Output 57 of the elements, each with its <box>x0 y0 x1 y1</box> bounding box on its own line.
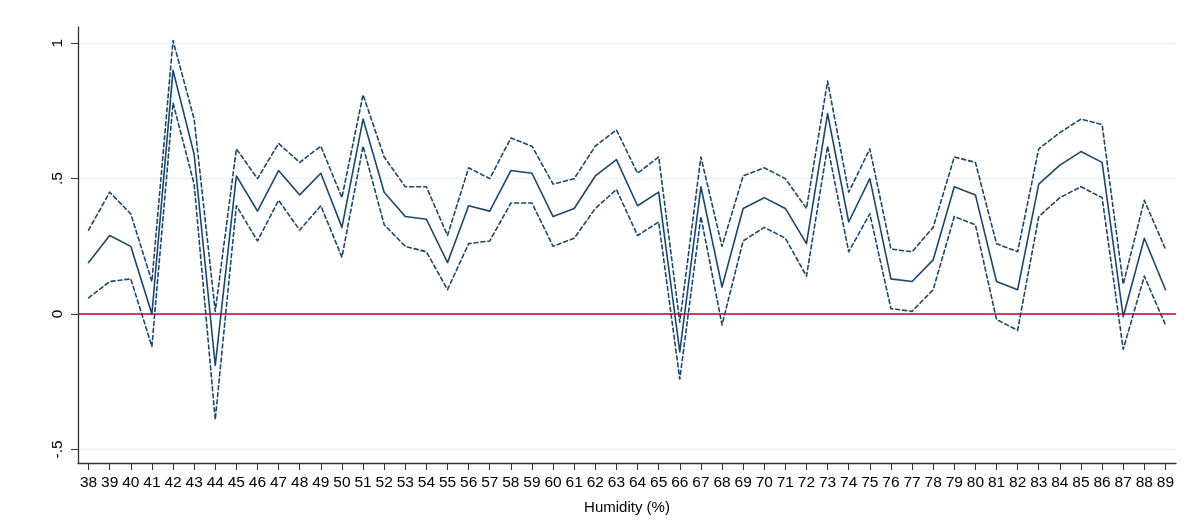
x-axis-title: Humidity (%) <box>584 498 670 515</box>
x-tick-label: 86 <box>1093 472 1111 490</box>
x-tick-label: 55 <box>438 472 457 490</box>
x-tick-label: 38 <box>79 472 98 490</box>
x-tick-label: 85 <box>1072 472 1090 490</box>
x-tick-label: 62 <box>586 472 604 490</box>
x-tick-label: 77 <box>903 472 921 490</box>
x-tick-label: 41 <box>143 472 161 490</box>
x-tick-label: 45 <box>227 472 245 490</box>
y-tick-label: 1 <box>47 38 65 48</box>
x-tick-label: 79 <box>945 472 963 490</box>
x-tick-label: 63 <box>607 472 626 490</box>
x-tick-label: 57 <box>481 472 499 490</box>
x-tick-label: 64 <box>628 472 647 490</box>
x-tick-label: 50 <box>333 472 351 490</box>
x-tick-label: 88 <box>1135 472 1153 490</box>
y-tick-label: 0 <box>47 309 65 319</box>
x-tick-label: 47 <box>269 472 288 490</box>
x-tick-label: 54 <box>417 472 436 490</box>
x-tick-label: 66 <box>671 472 689 490</box>
x-tick-label: 51 <box>354 472 372 490</box>
x-tick-label: 72 <box>797 472 816 490</box>
x-tick-label: 73 <box>818 472 837 490</box>
x-tick-label: 70 <box>755 472 774 490</box>
x-tick-label: 83 <box>1030 472 1048 490</box>
x-tick-label: 58 <box>502 472 520 490</box>
x-tick-label: 49 <box>312 472 330 490</box>
x-tick-label: 60 <box>544 472 563 490</box>
x-tick-label: 82 <box>1009 472 1027 490</box>
x-tick-label: 78 <box>924 472 942 490</box>
x-tick-label: 46 <box>248 472 267 490</box>
x-tick-label: 44 <box>206 472 225 490</box>
x-tick-label: 61 <box>565 472 583 490</box>
y-tick-label: .5 <box>47 172 65 186</box>
x-tick-label: 65 <box>650 472 668 490</box>
x-tick-label: 74 <box>840 472 858 490</box>
x-tick-label: 76 <box>882 472 900 490</box>
x-tick-label: 53 <box>396 472 414 490</box>
x-tick-label: 81 <box>987 472 1006 490</box>
x-tick-label: 68 <box>713 472 731 490</box>
x-tick-label: 48 <box>291 472 309 490</box>
x-tick-label: 84 <box>1051 472 1069 490</box>
x-tick-label: 80 <box>966 472 985 490</box>
x-tick-label: 56 <box>460 472 478 490</box>
y-tick-label: -.5 <box>47 440 65 459</box>
x-tick-label: 87 <box>1114 472 1132 490</box>
x-tick-label: 39 <box>101 472 119 490</box>
x-tick-label: 43 <box>185 472 203 490</box>
x-tick-label: 75 <box>861 472 879 490</box>
x-tick-label: 40 <box>122 472 140 490</box>
x-tick-label: 89 <box>1156 472 1175 490</box>
x-tick-label: 67 <box>692 472 710 490</box>
x-tick-label: 59 <box>523 472 541 490</box>
x-tick-label: 52 <box>375 472 393 490</box>
x-tick-label: 42 <box>164 472 182 490</box>
x-tick-label: 71 <box>776 472 794 490</box>
x-tick-label: 69 <box>734 472 752 490</box>
